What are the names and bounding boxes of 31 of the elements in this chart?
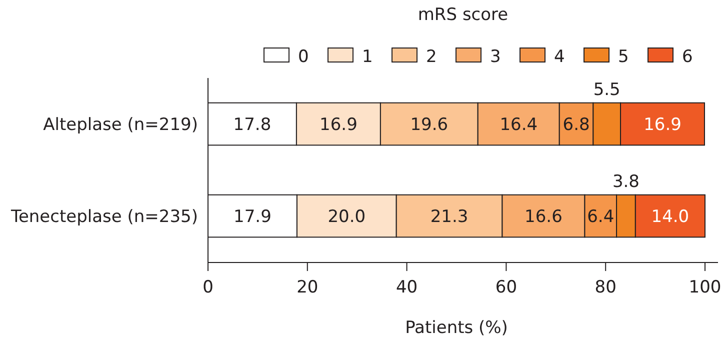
data-label: 16.9	[320, 114, 358, 135]
data-label: 16.9	[644, 114, 682, 135]
data-label: 16.4	[500, 114, 538, 135]
data-label: 6.8	[562, 114, 590, 135]
data-label: 20.0	[328, 206, 366, 227]
legend-label: 3	[490, 46, 501, 67]
data-label: 5.5	[593, 80, 620, 100]
legend-label: 2	[426, 46, 437, 67]
legend-label: 0	[298, 46, 309, 67]
x-axis-title: Patients (%)	[405, 318, 508, 338]
legend-label: 5	[618, 46, 629, 67]
data-label: 3.8	[612, 172, 640, 192]
legend-label: 6	[682, 46, 693, 67]
data-label: 17.9	[234, 206, 272, 227]
x-tick-label: 100	[688, 278, 722, 298]
data-label: 6.4	[587, 206, 614, 227]
y-tick-label: Alteplase (n=219)	[43, 114, 198, 135]
data-label: 17.8	[233, 114, 272, 135]
legend-title: mRS score	[418, 5, 508, 25]
x-tick-label: 0	[202, 278, 214, 298]
x-tick-label: 60	[495, 278, 518, 298]
x-tick-label: 80	[594, 278, 616, 298]
data-label: 21.3	[430, 206, 468, 227]
data-label: 16.6	[524, 206, 562, 227]
data-label: 14.0	[651, 206, 690, 227]
legend-label: 1	[362, 46, 373, 67]
x-tick-label: 20	[296, 278, 318, 298]
legend-label: 4	[554, 46, 565, 67]
data-label: 19.6	[410, 114, 448, 135]
y-tick-label: Tenecteplase (n=235)	[10, 206, 198, 227]
x-tick-label: 40	[396, 278, 418, 298]
